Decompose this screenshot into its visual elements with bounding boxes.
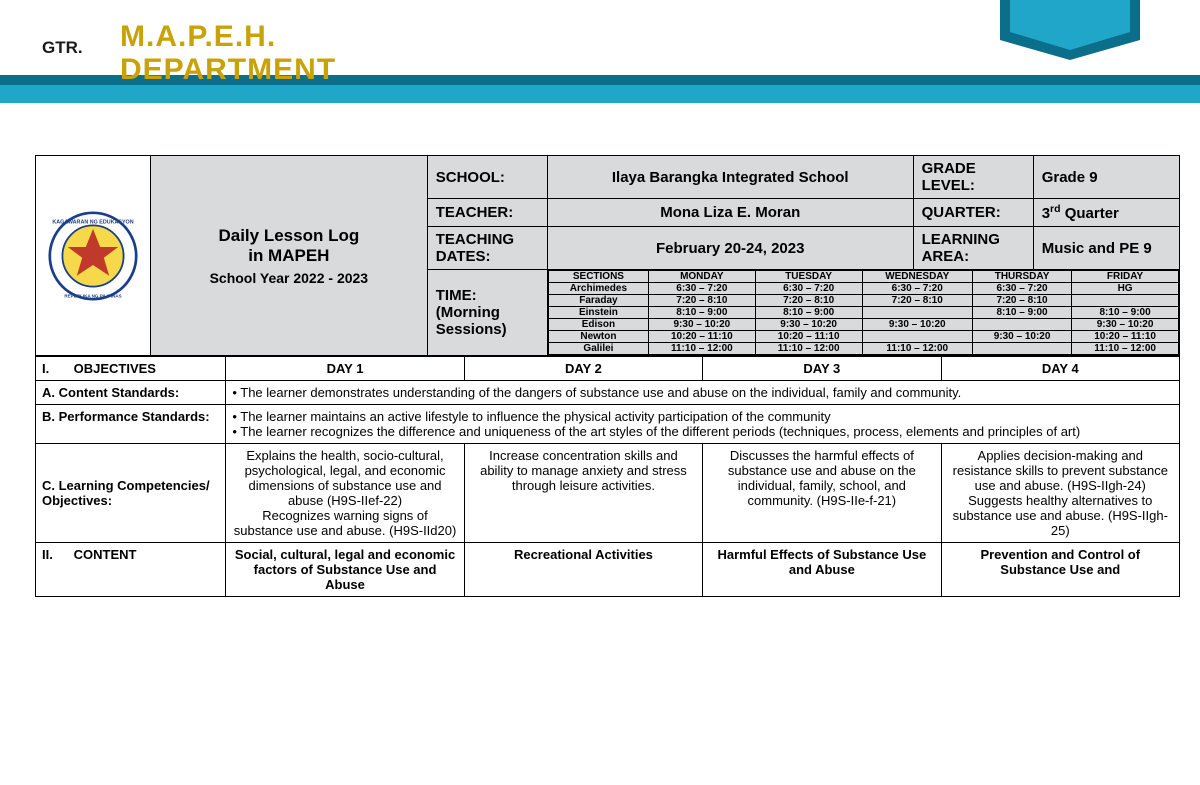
department-title: M.A.P.E.H. DEPARTMENT (120, 20, 300, 86)
quarter-label: QUARTER: (913, 199, 1033, 227)
sched-cell: 11:10 – 12:00 (755, 343, 862, 355)
competency-day2: Increase concentration skills and abilit… (464, 444, 702, 543)
corner-ribbon (1000, 0, 1140, 60)
sched-col: THURSDAY (972, 271, 1071, 283)
sched-cell: 9:30 – 10:20 (862, 319, 972, 331)
sched-cell: Edison (548, 319, 648, 331)
content-day1: Social, cultural, legal and economic fac… (226, 543, 464, 597)
area-label: LEARNING AREA: (913, 227, 1033, 270)
sched-col: TUESDAY (755, 271, 862, 283)
day3-head: DAY 3 (703, 357, 941, 381)
objectives-title: OBJECTIVES (74, 361, 156, 376)
sched-cell (1072, 295, 1179, 307)
sched-col: FRIDAY (1072, 271, 1179, 283)
school-label: SCHOOL: (427, 156, 547, 199)
sched-cell: 9:30 – 10:20 (1072, 319, 1179, 331)
sched-cell: Newton (548, 331, 648, 343)
sched-col: WEDNESDAY (862, 271, 972, 283)
sched-cell: Einstein (548, 307, 648, 319)
quarter-value: 3rd Quarter (1033, 199, 1179, 227)
competency-day4: Applies decision-making and resistance s… (941, 444, 1179, 543)
content-standards-label: A. Content Standards: (36, 381, 226, 405)
svg-text:KAGAWARAN NG EDUKASYON: KAGAWARAN NG EDUKASYON (52, 219, 133, 225)
school-value: Ilaya Barangka Integrated School (547, 156, 913, 199)
grade-label: GRADE LEVEL: (913, 156, 1033, 199)
content-day4: Prevention and Control of Substance Use … (941, 543, 1179, 597)
sched-cell: 9:30 – 10:20 (755, 319, 862, 331)
sched-cell: HG (1072, 283, 1179, 295)
teacher-value: Mona Liza E. Moran (547, 199, 913, 227)
dates-value: February 20-24, 2023 (547, 227, 913, 270)
sched-cell: 10:20 – 11:10 (648, 331, 755, 343)
performance-standards-text: • The learner maintains an active lifest… (226, 405, 1180, 444)
sched-cell: 11:10 – 12:00 (648, 343, 755, 355)
sched-cell: 6:30 – 7:20 (648, 283, 755, 295)
time-label: TIME: (Morning Sessions) (427, 270, 547, 356)
sched-cell: 8:10 – 9:00 (1072, 307, 1179, 319)
day1-head: DAY 1 (226, 357, 464, 381)
deped-logo: KAGAWARAN NG EDUKASYON REPUBLIKA NG PILI… (48, 211, 138, 301)
sched-cell: 10:20 – 11:10 (1072, 331, 1179, 343)
day2-head: DAY 2 (464, 357, 702, 381)
performance-standards-label: B. Performance Standards: (36, 405, 226, 444)
log-title-line1: Daily Lesson Log (159, 226, 419, 246)
grade-value: Grade 9 (1033, 156, 1179, 199)
teacher-label: TEACHER: (427, 199, 547, 227)
log-title-line2: in MAPEH (159, 246, 419, 266)
sched-cell: 7:20 – 8:10 (648, 295, 755, 307)
sched-cell: 7:20 – 8:10 (972, 295, 1071, 307)
sched-cell: 9:30 – 10:20 (972, 331, 1071, 343)
competency-day3: Discusses the harmful effects of substan… (703, 444, 941, 543)
sched-cell: 11:10 – 12:00 (862, 343, 972, 355)
sched-cell: 7:20 – 8:10 (755, 295, 862, 307)
perf-std-line2: • The learner recognizes the difference … (232, 424, 1173, 439)
sched-cell: 8:10 – 9:00 (755, 307, 862, 319)
sched-cell: 10:20 – 11:10 (755, 331, 862, 343)
lesson-log-header-table: KAGAWARAN NG EDUKASYON REPUBLIKA NG PILI… (35, 155, 1180, 356)
sched-cell (972, 343, 1071, 355)
sched-cell: 6:30 – 7:20 (862, 283, 972, 295)
svg-text:REPUBLIKA NG PILIPINAS: REPUBLIKA NG PILIPINAS (64, 293, 121, 298)
content-standards-text: • The learner demonstrates understanding… (226, 381, 1180, 405)
sched-cell (972, 319, 1071, 331)
day4-head: DAY 4 (941, 357, 1179, 381)
log-title-line3: School Year 2022 - 2023 (159, 270, 419, 286)
sched-cell: 8:10 – 9:00 (972, 307, 1071, 319)
sched-cell: Faraday (548, 295, 648, 307)
competency-day1: Explains the health, socio-cultural, psy… (226, 444, 464, 543)
sched-cell: 11:10 – 12:00 (1072, 343, 1179, 355)
sched-cell (862, 331, 972, 343)
lesson-body-table: I. OBJECTIVES DAY 1 DAY 2 DAY 3 DAY 4 A.… (35, 356, 1180, 597)
schedule-table: SECTIONSMONDAYTUESDAYWEDNESDAYTHURSDAYFR… (548, 270, 1179, 355)
objectives-num: I. (42, 361, 70, 376)
learning-competencies-label: C. Learning Competencies/ Objectives: (36, 444, 226, 543)
perf-std-line1: • The learner maintains an active lifest… (232, 409, 1173, 424)
sched-cell: Archimedes (548, 283, 648, 295)
dates-label: TEACHING DATES: (427, 227, 547, 270)
sched-col: SECTIONS (548, 271, 648, 283)
content-title: CONTENT (74, 547, 137, 562)
sched-col: MONDAY (648, 271, 755, 283)
sched-cell: 9:30 – 10:20 (648, 319, 755, 331)
sched-cell (862, 307, 972, 319)
content-day3: Harmful Effects of Substance Use and Abu… (703, 543, 941, 597)
divider-bar-light (0, 85, 1200, 103)
content-day2: Recreational Activities (464, 543, 702, 597)
sched-cell: 8:10 – 9:00 (648, 307, 755, 319)
content-num: II. (42, 547, 70, 562)
area-value: Music and PE 9 (1033, 227, 1179, 270)
sched-cell: Galilei (548, 343, 648, 355)
sched-cell: 7:20 – 8:10 (862, 295, 972, 307)
gtr-label: GTR. (42, 38, 83, 58)
sched-cell: 6:30 – 7:20 (972, 283, 1071, 295)
sched-cell: 6:30 – 7:20 (755, 283, 862, 295)
